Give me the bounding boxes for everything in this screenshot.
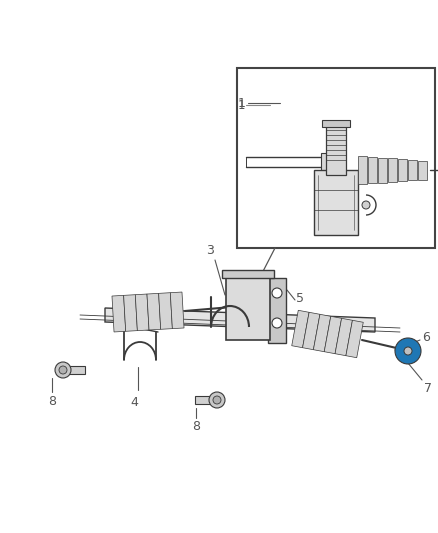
Bar (194, 396, 216, 404)
Circle shape (55, 362, 71, 378)
Circle shape (399, 343, 415, 359)
Circle shape (272, 288, 281, 298)
Text: 8: 8 (48, 395, 56, 408)
Polygon shape (112, 295, 125, 332)
Circle shape (208, 392, 225, 408)
Circle shape (272, 318, 281, 328)
Polygon shape (324, 316, 341, 354)
Circle shape (244, 292, 270, 318)
Polygon shape (313, 170, 357, 235)
Text: 1: 1 (237, 99, 244, 111)
Polygon shape (377, 157, 386, 182)
Polygon shape (345, 320, 362, 358)
Circle shape (254, 301, 261, 309)
Circle shape (394, 338, 420, 364)
Polygon shape (397, 159, 406, 181)
Text: 8: 8 (191, 420, 200, 433)
Polygon shape (313, 314, 330, 352)
Polygon shape (147, 293, 160, 330)
Circle shape (361, 201, 369, 209)
Polygon shape (124, 295, 137, 332)
Polygon shape (417, 160, 426, 180)
Text: 1: 1 (237, 96, 245, 109)
Polygon shape (357, 156, 366, 184)
Circle shape (212, 396, 220, 404)
Bar (237, 68, 434, 248)
Circle shape (403, 347, 411, 355)
Bar (320, 153, 328, 171)
Polygon shape (135, 294, 148, 330)
Polygon shape (387, 158, 396, 182)
Polygon shape (158, 293, 172, 329)
Bar (63, 366, 85, 374)
Polygon shape (407, 160, 416, 180)
Polygon shape (367, 157, 376, 183)
Polygon shape (267, 278, 285, 343)
Text: 7: 7 (423, 382, 431, 395)
Circle shape (249, 297, 265, 313)
Polygon shape (291, 310, 308, 348)
Polygon shape (334, 318, 352, 356)
Text: 5: 5 (295, 292, 303, 304)
Polygon shape (302, 312, 319, 350)
Text: 4: 4 (130, 396, 138, 409)
Polygon shape (325, 125, 345, 175)
Circle shape (59, 366, 67, 374)
Polygon shape (170, 292, 184, 329)
Text: 6: 6 (421, 332, 429, 344)
Polygon shape (321, 120, 349, 127)
Polygon shape (226, 275, 269, 340)
Polygon shape (222, 270, 273, 278)
Text: 3: 3 (205, 244, 213, 257)
Polygon shape (105, 308, 374, 332)
